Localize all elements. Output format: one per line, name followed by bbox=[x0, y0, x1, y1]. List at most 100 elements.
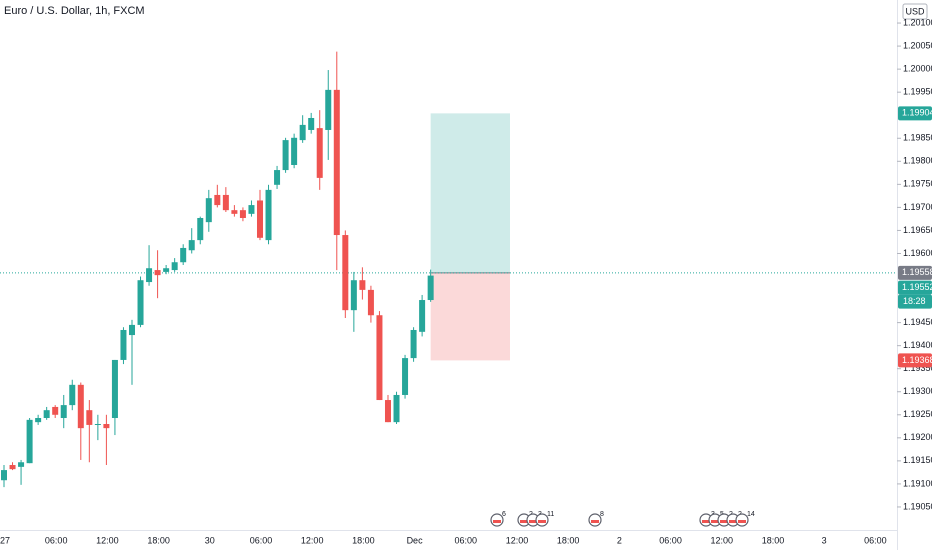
candle-body bbox=[26, 419, 33, 464]
last-price-label: 1.19552 bbox=[902, 282, 932, 292]
candle-body bbox=[291, 137, 298, 165]
candle-body bbox=[154, 270, 161, 276]
candle-body bbox=[299, 124, 306, 141]
candle-body bbox=[188, 240, 195, 251]
candle-body bbox=[367, 289, 374, 316]
candle-body bbox=[342, 235, 349, 311]
candle-body bbox=[265, 189, 272, 241]
currency: USD bbox=[905, 6, 925, 16]
chart-title: Euro / U.S. Dollar, 1h, FXCM bbox=[4, 5, 145, 17]
event-flag bbox=[729, 520, 737, 523]
y-tick-label: 1.19800 bbox=[903, 156, 932, 166]
candle-body bbox=[359, 280, 366, 290]
x-tick-label: 18:00 bbox=[352, 535, 375, 545]
candle-body bbox=[384, 400, 391, 423]
candle-body bbox=[402, 358, 409, 395]
x-tick-label: 18:00 bbox=[557, 535, 580, 545]
candle-body bbox=[316, 128, 323, 178]
candle-body bbox=[120, 329, 127, 360]
event-flag bbox=[529, 520, 537, 523]
candle-body bbox=[146, 268, 153, 283]
event-flag bbox=[711, 520, 719, 523]
candle-body bbox=[163, 268, 170, 272]
y-tick-label: 1.19350 bbox=[903, 363, 932, 373]
candle-body bbox=[128, 324, 135, 336]
candle-body bbox=[69, 384, 76, 406]
countdown-box bbox=[898, 294, 932, 309]
x-tick-label: Dec bbox=[407, 535, 424, 545]
target-zone bbox=[430, 113, 510, 273]
y-tick-label: 1.19700 bbox=[903, 202, 932, 212]
x-tick-label: 2 bbox=[617, 535, 622, 545]
candle-body bbox=[52, 406, 59, 415]
candle-body bbox=[256, 200, 263, 238]
countdown: 18:28 bbox=[903, 296, 926, 306]
y-tick-label: 1.20100 bbox=[903, 17, 932, 27]
event-flag bbox=[520, 520, 528, 523]
candle-body bbox=[43, 410, 50, 419]
stop-zone bbox=[430, 272, 510, 361]
stop-label-box bbox=[898, 353, 932, 368]
entry-label-box bbox=[898, 265, 932, 280]
y-tick-label: 1.20000 bbox=[903, 64, 932, 74]
candle-body bbox=[427, 275, 434, 301]
candle-body bbox=[239, 210, 246, 218]
candle-body bbox=[77, 384, 84, 429]
candle-body bbox=[231, 210, 238, 214]
event-flag bbox=[538, 520, 546, 523]
event-flag bbox=[591, 520, 599, 523]
x-tick-label: 30 bbox=[205, 535, 215, 545]
candle-body bbox=[86, 410, 93, 425]
y-tick-label: 1.19950 bbox=[903, 87, 932, 97]
target-label-box bbox=[898, 106, 932, 121]
x-tick-label: 12:00 bbox=[506, 535, 529, 545]
x-tick-label: 06:00 bbox=[659, 535, 682, 545]
currency-box[interactable] bbox=[902, 3, 928, 20]
y-tick-label: 1.19850 bbox=[903, 133, 932, 143]
candle-body bbox=[350, 280, 357, 311]
candle-body bbox=[137, 280, 144, 325]
candle-body bbox=[376, 315, 383, 401]
target-label: 1.19904 bbox=[902, 108, 932, 118]
event-flag bbox=[738, 520, 746, 523]
x-tick-label: 12:00 bbox=[96, 535, 119, 545]
x-tick-label: 18:00 bbox=[147, 535, 170, 545]
y-tick-label: 1.19300 bbox=[903, 386, 932, 396]
candle-body bbox=[419, 300, 426, 332]
candle-body bbox=[248, 205, 255, 214]
candle-body bbox=[393, 394, 400, 423]
event-count: 8 bbox=[600, 511, 604, 518]
event-flag bbox=[720, 520, 728, 523]
stop-label: 1.19368 bbox=[902, 355, 932, 365]
candle-body bbox=[410, 329, 417, 359]
entry-label: 1.19558 bbox=[902, 267, 932, 277]
y-tick-label: 1.19050 bbox=[903, 501, 932, 511]
candle-body bbox=[282, 140, 289, 171]
candle-body bbox=[308, 117, 315, 130]
candle-body bbox=[171, 262, 178, 271]
x-tick-label: 12:00 bbox=[711, 535, 734, 545]
y-tick-label: 1.19250 bbox=[903, 409, 932, 419]
y-tick-label: 1.19400 bbox=[903, 340, 932, 350]
x-tick-label: 27 bbox=[0, 535, 10, 545]
x-tick-label: 18:00 bbox=[762, 535, 785, 545]
y-tick-label: 1.19750 bbox=[903, 179, 932, 189]
candle-body bbox=[325, 89, 332, 130]
candle-body bbox=[103, 424, 110, 429]
y-tick-label: 1.20050 bbox=[903, 40, 932, 50]
candle-body bbox=[205, 198, 212, 223]
candle-body bbox=[197, 217, 204, 241]
x-tick-label: 06:00 bbox=[45, 535, 68, 545]
y-tick-label: 1.19150 bbox=[903, 455, 932, 465]
event-count: 11 bbox=[547, 511, 554, 518]
event-flag bbox=[702, 520, 710, 523]
y-tick-label: 1.19100 bbox=[903, 478, 932, 488]
y-tick-label: 1.19450 bbox=[903, 317, 932, 327]
x-tick-label: 06:00 bbox=[250, 535, 273, 545]
y-tick-label: 1.19200 bbox=[903, 432, 932, 442]
candle-body bbox=[1, 470, 7, 481]
candle-body bbox=[333, 89, 340, 236]
event-count: 6 bbox=[502, 511, 506, 518]
candle-body bbox=[35, 418, 42, 423]
